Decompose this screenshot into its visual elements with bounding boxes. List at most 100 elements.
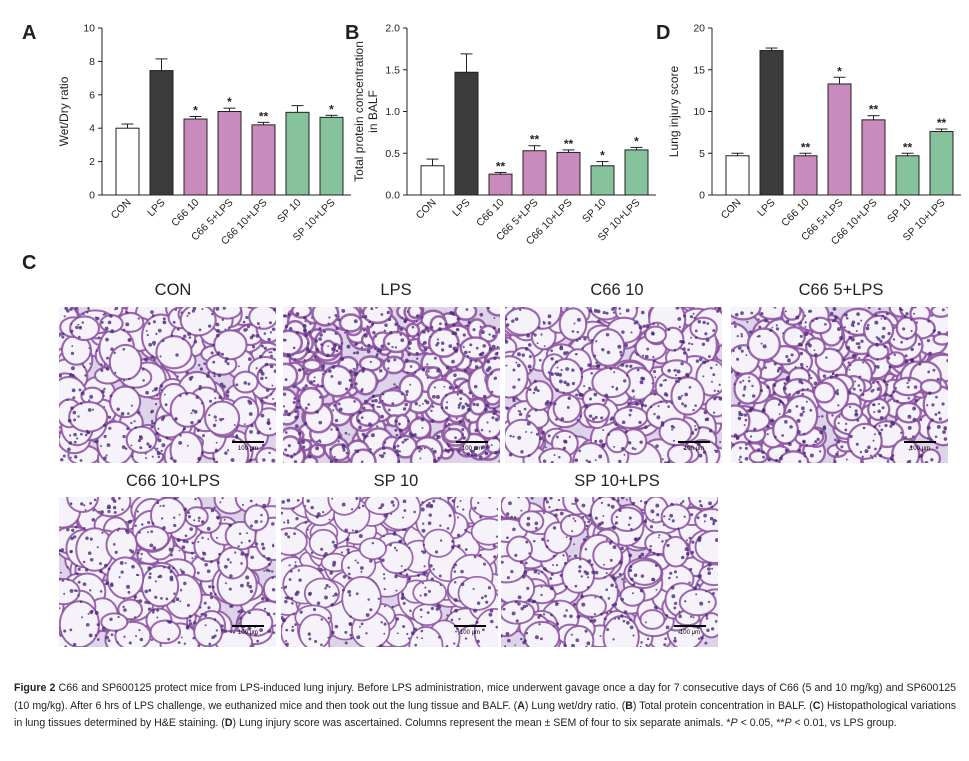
nucleus	[261, 546, 266, 550]
nucleus	[88, 347, 91, 350]
nucleus	[430, 606, 434, 611]
nucleus	[738, 401, 741, 404]
nucleus	[785, 355, 789, 359]
nucleus	[552, 554, 556, 558]
nucleus	[260, 399, 264, 403]
nucleus	[484, 451, 488, 454]
nucleus	[839, 326, 842, 328]
scale-bar-sp-10	[454, 625, 486, 627]
nucleus	[124, 562, 127, 565]
nucleus	[293, 532, 296, 536]
nucleus	[391, 402, 395, 406]
nucleus	[837, 404, 840, 407]
nucleus	[381, 558, 385, 562]
nucleus	[526, 586, 530, 590]
nucleus	[288, 578, 292, 581]
nucleus	[695, 359, 700, 363]
sig-marker-a-c66-10-lps: **	[259, 109, 269, 123]
nucleus	[617, 344, 622, 349]
nucleus	[683, 351, 687, 355]
nucleus	[196, 571, 200, 575]
nucleus	[366, 435, 369, 438]
nucleus	[665, 539, 667, 542]
nucleus	[485, 600, 489, 604]
nucleus	[663, 461, 668, 463]
nucleus	[249, 499, 253, 503]
nucleus	[806, 365, 809, 368]
x-tick-label-b-con: CON	[414, 197, 439, 222]
nucleus	[70, 536, 74, 541]
nucleus	[457, 406, 461, 409]
nucleus	[183, 581, 187, 586]
nucleus	[186, 314, 189, 317]
nucleus	[633, 321, 637, 325]
nucleus	[170, 334, 174, 337]
nucleus	[174, 308, 178, 311]
nucleus	[121, 508, 124, 511]
nucleus	[229, 561, 232, 564]
nucleus	[74, 525, 78, 529]
nucleus	[450, 448, 454, 452]
nucleus	[410, 433, 415, 438]
nucleus	[179, 433, 182, 437]
nucleus	[69, 589, 74, 593]
nucleus	[583, 385, 586, 388]
nucleus	[116, 641, 119, 644]
nucleus	[847, 390, 852, 394]
nucleus	[472, 402, 476, 406]
nucleus	[382, 535, 385, 538]
nucleus	[304, 521, 308, 524]
nucleus	[815, 317, 819, 321]
nucleus	[463, 350, 468, 355]
nucleus	[556, 435, 559, 439]
nucleus	[62, 332, 65, 335]
nucleus	[884, 393, 888, 397]
nucleus	[552, 563, 555, 566]
nucleus	[446, 614, 449, 617]
nucleus	[104, 326, 109, 331]
nucleus	[492, 437, 495, 440]
nucleus	[784, 310, 787, 313]
nucleus	[261, 596, 265, 601]
nucleus	[155, 431, 159, 436]
nucleus	[431, 447, 434, 450]
alveolus	[204, 400, 241, 437]
nucleus	[398, 450, 402, 453]
nucleus	[737, 416, 742, 421]
nucleus	[358, 506, 361, 509]
nucleus	[164, 403, 168, 407]
nucleus	[429, 504, 434, 509]
nucleus	[585, 524, 589, 528]
nucleus	[591, 570, 596, 575]
nucleus	[273, 612, 276, 616]
nucleus	[341, 443, 346, 448]
nucleus	[904, 354, 908, 358]
nucleus	[249, 524, 253, 528]
nucleus	[479, 515, 483, 519]
nucleus	[766, 425, 770, 429]
nucleus	[286, 519, 290, 522]
nucleus	[94, 439, 99, 444]
nucleus	[228, 326, 231, 329]
nucleus	[105, 454, 108, 457]
nucleus	[599, 439, 603, 444]
nucleus	[290, 596, 294, 601]
nucleus	[188, 614, 192, 618]
alveolus	[290, 307, 313, 319]
nucleus	[839, 336, 844, 341]
nucleus	[553, 625, 556, 628]
nucleus	[698, 453, 703, 458]
nucleus	[694, 336, 698, 339]
nucleus	[402, 407, 407, 411]
x-tick-label-b-lps: LPS	[450, 197, 473, 220]
nucleus	[239, 609, 243, 613]
caption-ref-a: A	[517, 699, 525, 712]
nucleus	[102, 394, 105, 397]
nucleus	[451, 359, 455, 364]
nucleus	[183, 334, 187, 338]
nucleus	[349, 615, 352, 618]
nucleus	[285, 628, 289, 632]
nucleus	[794, 366, 797, 369]
nucleus	[368, 422, 372, 427]
nucleus	[347, 566, 350, 569]
